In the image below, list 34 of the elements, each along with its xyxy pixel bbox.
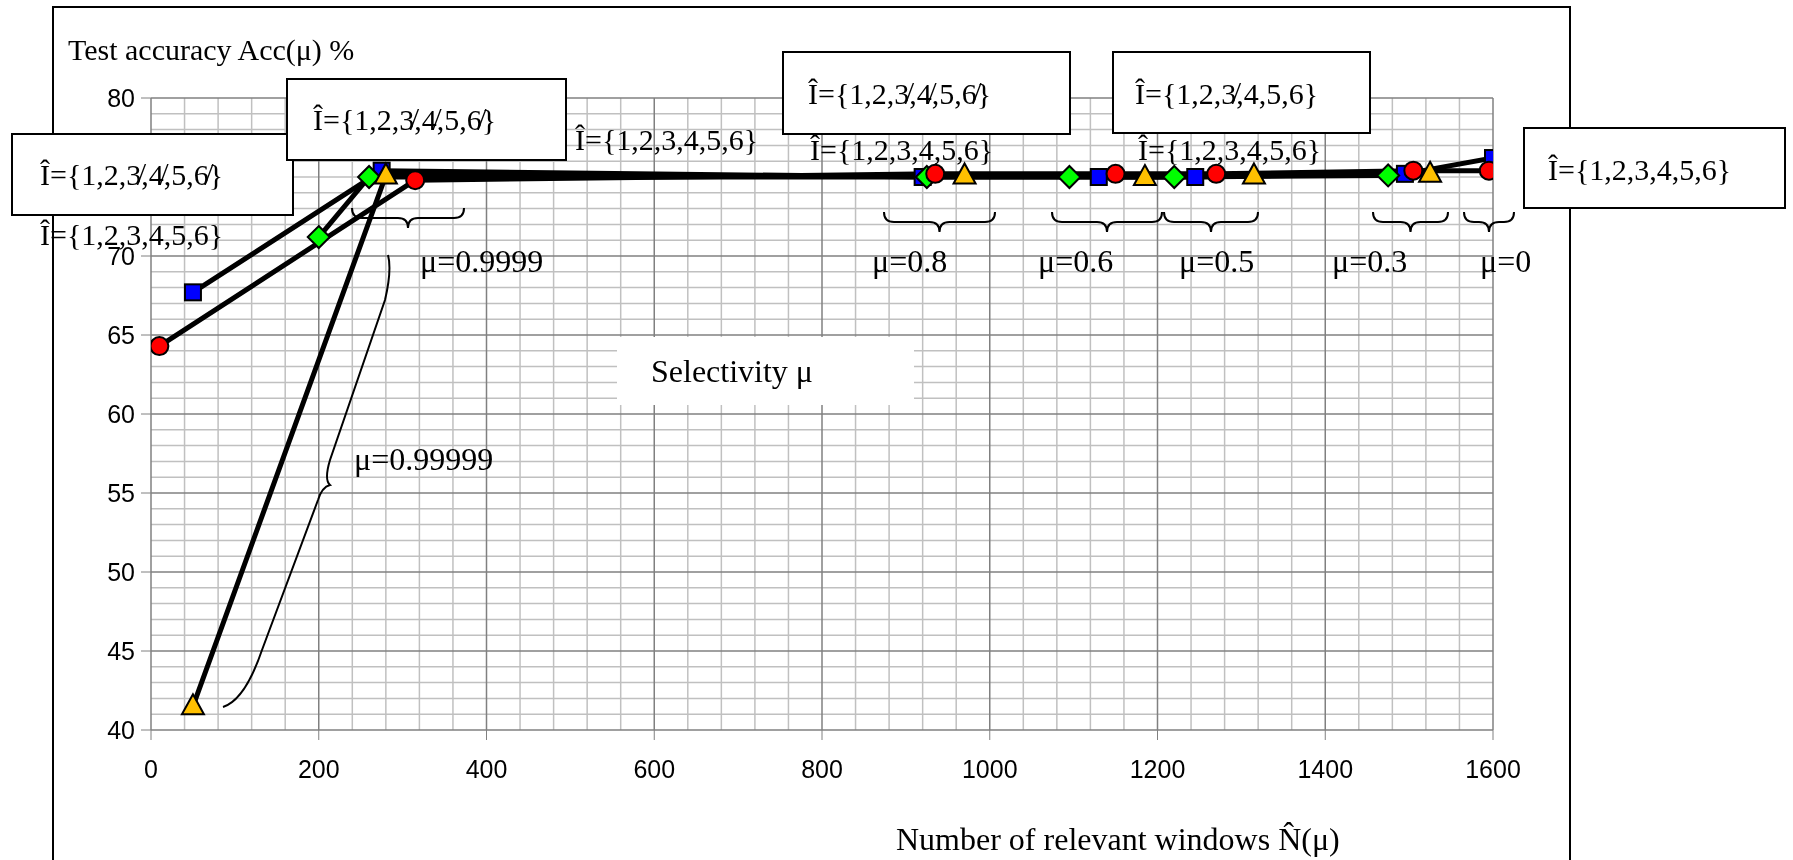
annotation: Î={1,2,3,4,5,6}	[575, 123, 759, 156]
annotation: Selectivity μ	[651, 353, 814, 389]
y-tick-label: 65	[107, 321, 135, 349]
x-tick-label: 1000	[961, 755, 1018, 783]
y-tick-label: 60	[107, 400, 135, 428]
annotation: Î={1,2,3̸,4,5,6}	[1135, 77, 1319, 110]
annotation: μ=0.5	[1179, 243, 1255, 279]
annotation: μ=0	[1480, 243, 1532, 279]
y-tick-label: 45	[107, 637, 135, 665]
annotation: Î={1,2,3,4,5,6}	[810, 133, 994, 166]
x-tick-label: 800	[801, 755, 843, 783]
text: Î={1,2,3,4,5,6}	[1548, 153, 1732, 186]
annotation: Î={1,2,3̸,4̸,5,6̸}	[313, 103, 497, 136]
annotation: μ=0.6	[1038, 243, 1114, 279]
annotation: Î={1,2,3,4,5,6}	[1138, 133, 1322, 166]
y-tick-label: 80	[107, 84, 135, 112]
x-tick-label: 600	[633, 755, 676, 783]
y-axis-title: Test accuracy Acc(μ) %	[68, 33, 355, 67]
x-tick-label: 200	[297, 755, 340, 783]
x-tick-label: 0	[144, 755, 158, 783]
annotation: μ=0.8	[872, 243, 948, 279]
x-tick-label: 400	[465, 755, 508, 783]
annotation: μ=0.3	[1332, 243, 1408, 279]
y-tick-label: 40	[107, 716, 135, 744]
x-tick-label: 1200	[1129, 755, 1186, 783]
y-tick-label: 55	[107, 479, 135, 507]
y-tick-label: 50	[107, 558, 135, 586]
annotation: μ=0.9999	[420, 243, 544, 279]
x-tick-label: 1600	[1465, 755, 1521, 783]
annotation: μ=0.99999	[354, 441, 494, 477]
annotation: Î={1,2,3̸,4̸,5,6̸}	[40, 158, 224, 191]
annotation: Î={1,2,3̸,4̸,5,6̸}	[808, 77, 992, 110]
x-axis-title: Number of relevant windows N̂(μ)	[896, 821, 1340, 857]
x-tick-label: 1400	[1297, 755, 1354, 783]
